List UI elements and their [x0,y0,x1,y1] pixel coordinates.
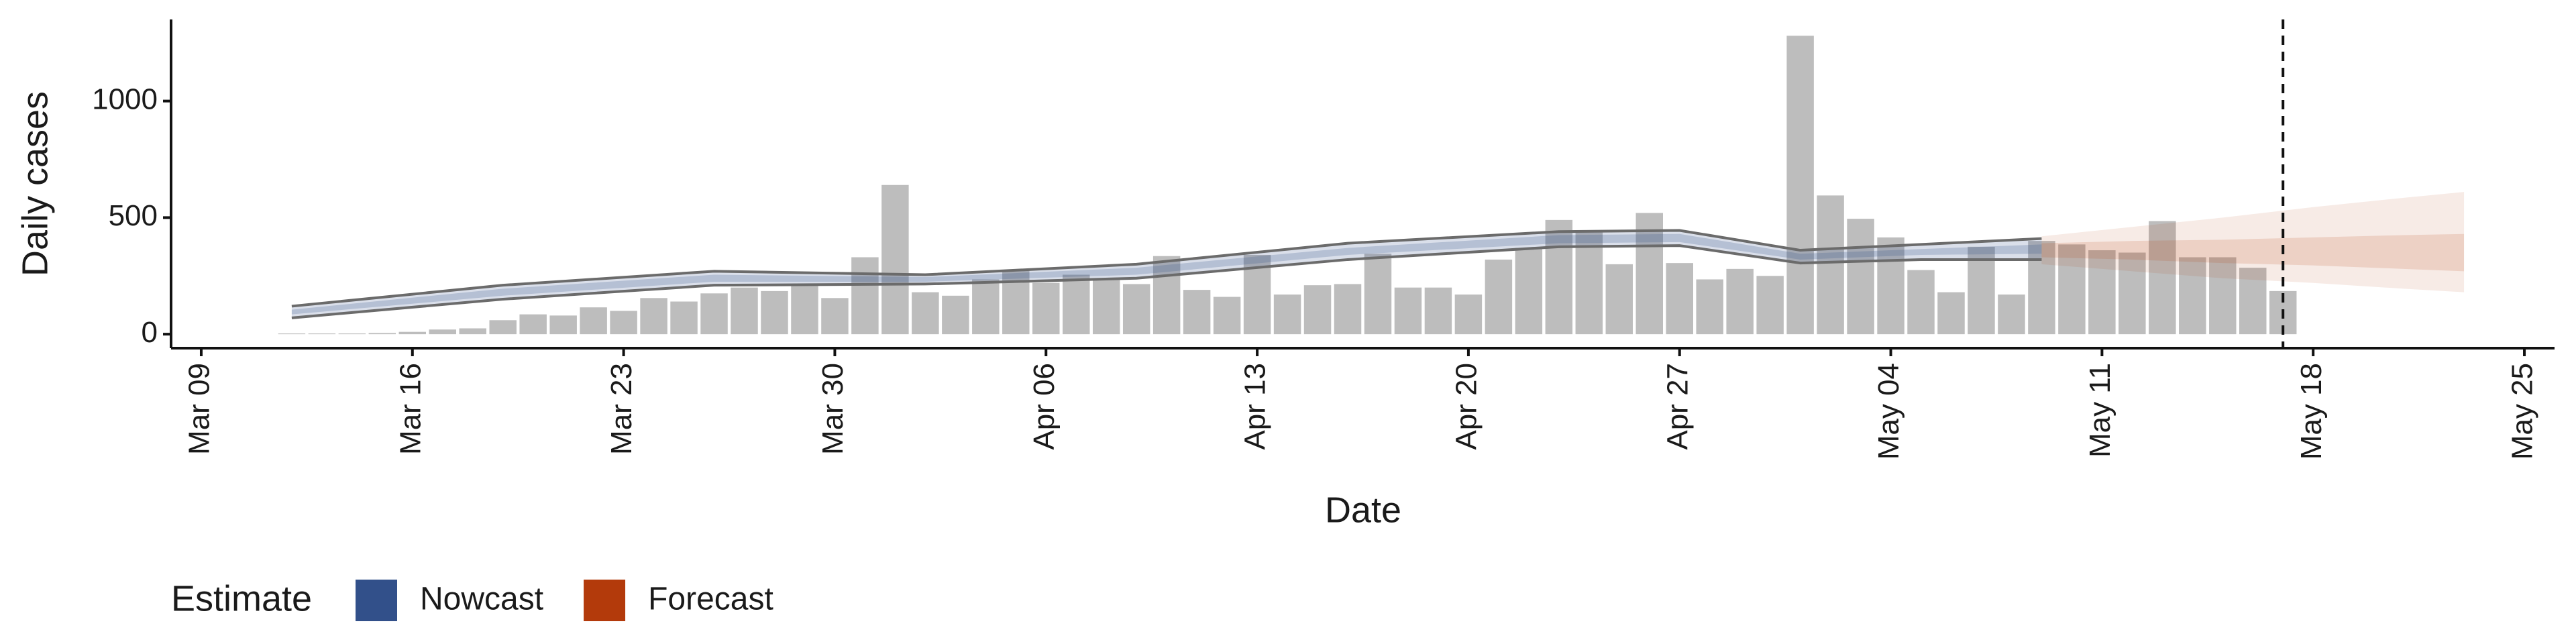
bar [368,333,396,335]
bar [308,333,336,335]
bar [398,331,427,335]
bar [1303,285,1332,335]
x-tick-label: May 25 [2506,363,2539,460]
bar [2209,257,2237,335]
x-tick-label: Apr 13 [1239,363,1272,450]
x-tick-label: May 11 [2084,363,2116,458]
bar [2149,221,2176,335]
bar [519,314,547,335]
bar [942,295,969,335]
bar [2239,268,2267,335]
band-90 [291,230,2042,318]
bar [1998,294,2025,335]
bar [881,184,909,335]
legend-swatch [584,580,626,621]
bar [1273,294,1301,335]
band-50 [2041,233,2465,272]
bar [791,285,818,335]
bar [1847,219,1874,335]
bar [580,307,607,335]
y-axis-title: Daily cases [15,91,55,276]
bar [1515,248,1543,335]
bar [1907,270,1935,335]
y-tick-label: 0 [142,316,158,349]
bar [2179,257,2206,335]
y-tick-label: 500 [109,199,158,232]
bar [1032,282,1060,335]
bar [549,315,577,335]
bar [1726,268,1754,335]
bar [1394,287,1422,335]
bar [1364,254,1392,335]
bar [1666,263,1693,335]
bar [1696,279,1723,335]
bar [2118,252,2146,335]
bar [1545,219,1573,335]
x-tick-label: Apr 20 [1450,363,1483,450]
bar [1092,278,1120,335]
bar [761,290,788,335]
y-tick-label: 1000 [92,83,158,115]
bar [1635,213,1663,335]
bar [489,320,517,335]
x-tick-label: May 04 [1872,363,1905,460]
bar [610,311,637,335]
bar [731,287,758,335]
band-edge [291,244,2042,319]
bar [1334,284,1362,335]
bar [1485,259,1513,335]
legend-label: Nowcast [420,582,543,617]
bar [972,279,1000,335]
bar [1756,276,1784,335]
bar [821,298,849,335]
legend-label: Forecast [648,582,773,617]
bar [1122,284,1150,335]
x-tick-label: May 18 [2295,363,2328,460]
bar [338,333,366,335]
bar [1968,246,1995,335]
x-axis-title: Date [1325,490,1401,530]
x-tick-label: Apr 06 [1028,363,1061,450]
legend-title: Estimate [171,578,312,619]
legend-swatch [356,580,397,621]
bar [2028,241,2055,335]
bar [700,293,728,335]
bar [459,328,486,335]
bar [670,301,698,335]
bar [1424,287,1452,335]
x-tick-label: Apr 27 [1661,363,1694,450]
bar [851,257,879,335]
bar [1937,292,1965,335]
bar [912,292,939,335]
x-tick-label: Mar 09 [183,363,216,455]
bar [1152,256,1181,335]
bar [1213,297,1241,335]
bar [2058,244,2086,335]
bar [1817,195,1844,335]
x-tick-label: Mar 30 [816,363,849,455]
bar [1605,264,1633,335]
bar [1454,294,1483,335]
band-90 [2041,192,2465,292]
x-tick-label: Mar 23 [605,363,638,455]
bar [640,298,667,335]
band-edge [291,229,2042,308]
bar [429,329,457,335]
bar [1063,274,1090,335]
bar [1183,290,1211,335]
bar [278,333,306,335]
x-tick-label: Mar 16 [394,363,427,455]
bar [1877,237,1904,335]
bar [2088,250,2116,335]
bar [1786,36,1814,335]
